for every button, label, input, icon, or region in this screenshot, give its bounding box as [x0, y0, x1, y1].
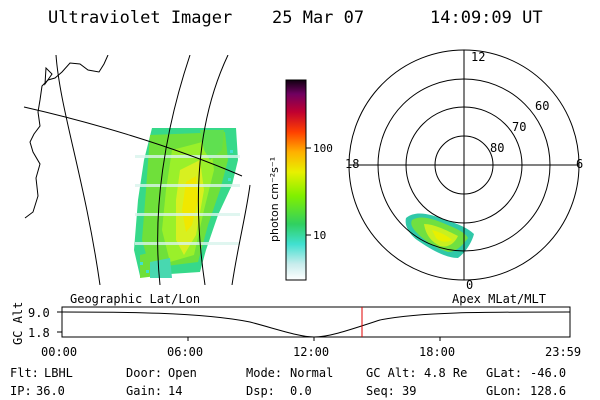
time-tick-2359: 23:59	[545, 345, 582, 359]
instrument-title: Ultraviolet Imager	[48, 8, 233, 28]
mode-label: Mode:	[246, 366, 283, 380]
mlt-label-12: 12	[471, 50, 485, 64]
mlt-label-0: 0	[466, 278, 473, 292]
geo-panel-label: Geographic Lat/Lon	[70, 292, 201, 306]
time-label: 14:09:09 UT	[430, 8, 543, 28]
mlat-label-60: 60	[535, 99, 549, 113]
ip-value: 36.0	[36, 384, 65, 398]
mode-value: Normal	[290, 366, 334, 380]
gc-alt-label: GC Alt:	[366, 366, 417, 380]
aurora-geo-image	[134, 128, 240, 278]
colorbar-unit-label: photon cm⁻²s⁻¹	[268, 157, 281, 242]
door-label: Door:	[126, 366, 163, 380]
mlt-label-6: 6	[576, 157, 583, 171]
colorbar-tick-100: 100	[313, 142, 333, 155]
door-value: Open	[168, 366, 197, 380]
colorbar-tick-10: 10	[313, 229, 326, 242]
colorbar	[285, 79, 311, 281]
aurora-polar-image	[405, 213, 474, 258]
polar-mlt-plot	[348, 49, 580, 281]
seq-label: Seq:	[366, 384, 395, 398]
glon-label: GLon:	[486, 384, 523, 398]
dsp-label: Dsp:	[246, 384, 275, 398]
gain-value: 14	[168, 384, 183, 398]
seq-value: 39	[402, 384, 417, 398]
altitude-tick-9: 9.0	[28, 306, 50, 320]
time-tick-1200: 12:00	[293, 345, 330, 359]
coastline	[24, 55, 109, 219]
glat-value: -46.0	[530, 366, 567, 380]
mlat-label-80: 80	[490, 141, 504, 155]
geographic-map-panel	[23, 55, 251, 285]
date-label: 25 Mar 07	[272, 8, 365, 28]
filter-value: LBHL	[44, 366, 73, 380]
time-tick-1800: 18:00	[419, 345, 456, 359]
time-tick-0000: 00:00	[41, 345, 78, 359]
gc-alt-value: 4.8 Re	[424, 366, 468, 380]
altitude-curve	[61, 311, 571, 338]
apex-panel-label: Apex MLat/MLT	[452, 292, 546, 306]
altitude-axis-label: GC Alt	[11, 302, 25, 345]
time-tick-0600: 06:00	[167, 345, 204, 359]
altitude-plot	[57, 306, 571, 341]
gain-label: Gain:	[126, 384, 163, 398]
filter-label: Flt:	[10, 366, 39, 380]
mlat-label-70: 70	[512, 120, 526, 134]
glat-label: GLat:	[486, 366, 523, 380]
mlt-label-18: 18	[345, 157, 359, 171]
altitude-tick-1-8: 1.8	[28, 326, 50, 340]
ip-label: IP:	[10, 384, 32, 398]
glon-value: 128.6	[530, 384, 567, 398]
dsp-value: 0.0	[290, 384, 312, 398]
